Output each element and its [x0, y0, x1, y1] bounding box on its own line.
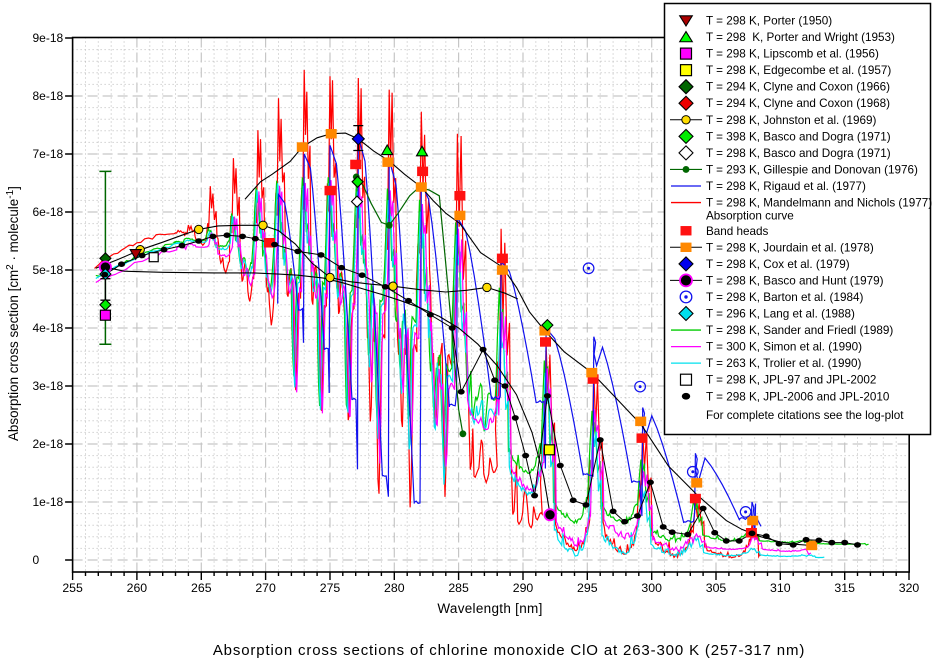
svg-text:T = 296 K, Lang et al. (1988): T = 296 K, Lang et al. (1988)	[706, 308, 855, 321]
svg-text:T = 298 K, Porter and Wright: T = 298 K, Porter and Wright (1953)	[706, 31, 895, 44]
svg-text:300: 300	[641, 581, 662, 595]
svg-text:T = 298 K, Edgecombe et al. (1: T = 298 K, Edgecombe et al. (1957)	[706, 64, 891, 77]
svg-text:Absorption cross sections of c: Absorption cross sections of chlorine mo…	[213, 642, 805, 659]
svg-text:Absorption cross section [cm2: Absorption cross section [cm2 · molecule…	[5, 186, 21, 441]
svg-text:310: 310	[770, 581, 791, 595]
svg-text:T = 298 K, Barton et al. (1984: T = 298 K, Barton et al. (1984)	[706, 291, 863, 304]
svg-text:290: 290	[513, 581, 534, 595]
svg-text:260: 260	[127, 581, 148, 595]
svg-text:T = 398 K, Basco and Dogra (19: T = 398 K, Basco and Dogra (1971)	[706, 130, 891, 143]
svg-text:T = 298 K, JPL-2006 and JPL-20: T = 298 K, JPL-2006 and JPL-2010	[706, 390, 890, 403]
svg-text:T = 298 K, JPL-97 and JPL-2002: T = 298 K, JPL-97 and JPL-2002	[706, 374, 876, 387]
svg-text:9e-18: 9e-18	[33, 31, 64, 45]
svg-text:7e-18: 7e-18	[33, 147, 64, 161]
svg-text:Band heads: Band heads	[706, 225, 769, 238]
svg-text:T = 298 K, Mandelmann and Nich: T = 298 K, Mandelmann and Nichols (1977)	[706, 197, 932, 210]
svg-text:8e-18: 8e-18	[33, 89, 64, 103]
svg-text:280: 280	[384, 581, 405, 595]
svg-text:265: 265	[191, 581, 212, 595]
svg-text:275: 275	[320, 581, 341, 595]
svg-text:270: 270	[255, 581, 276, 595]
svg-text:315: 315	[834, 581, 855, 595]
svg-text:T = 263 K, Trolier et al. (199: T = 263 K, Trolier et al. (1990)	[706, 357, 861, 370]
svg-text:T = 298 K, Jourdain et al. (19: T = 298 K, Jourdain et al. (1978)	[706, 241, 874, 254]
svg-text:4e-18: 4e-18	[33, 321, 64, 335]
svg-text:0: 0	[33, 553, 40, 567]
svg-text:T = 293 K, Gillespie and Donov: T = 293 K, Gillespie and Donovan (1976)	[706, 164, 918, 177]
svg-text:T = 300 K, Simon et al. (1990): T = 300 K, Simon et al. (1990)	[706, 341, 862, 354]
svg-text:255: 255	[62, 581, 83, 595]
svg-text:T = 298 K, Basco and Dogra (19: T = 298 K, Basco and Dogra (1971)	[706, 147, 891, 160]
svg-text:3e-18: 3e-18	[33, 379, 64, 393]
svg-text:T = 298 K, Basco and Hunt (197: T = 298 K, Basco and Hunt (1979)	[706, 274, 884, 287]
svg-text:6e-18: 6e-18	[33, 205, 64, 219]
svg-text:Absorption curve: Absorption curve	[706, 210, 794, 223]
svg-text:320: 320	[899, 581, 920, 595]
svg-text:T = 294 K, Clyne and Coxon (19: T = 294 K, Clyne and Coxon (1966)	[706, 81, 890, 94]
svg-text:For complete citations see the: For complete citations see the log-plot	[706, 409, 904, 422]
svg-text:5e-18: 5e-18	[33, 263, 64, 277]
svg-text:Wavelength [nm]: Wavelength [nm]	[437, 601, 542, 616]
svg-text:T = 298 K, Cox et al. (1979): T = 298 K, Cox et al. (1979)	[706, 258, 850, 271]
svg-text:1e-18: 1e-18	[33, 495, 64, 509]
svg-text:T = 298 K, Rigaud et al. (1977: T = 298 K, Rigaud et al. (1977)	[706, 180, 866, 193]
svg-text:295: 295	[577, 581, 598, 595]
svg-text:T = 298 K, Lipscomb et al. (19: T = 298 K, Lipscomb et al. (1956)	[706, 48, 879, 61]
svg-text:285: 285	[448, 581, 469, 595]
svg-text:T = 298 K, Johnston et al. (19: T = 298 K, Johnston et al. (1969)	[706, 114, 876, 127]
svg-text:305: 305	[706, 581, 727, 595]
svg-text:T = 294 K, Clyne and Coxon (19: T = 294 K, Clyne and Coxon (1968)	[706, 97, 890, 110]
svg-text:T = 298 K, Porter (1950): T = 298 K, Porter (1950)	[706, 15, 832, 28]
svg-text:2e-18: 2e-18	[33, 437, 64, 451]
svg-text:T = 298 K, Sander and Friedl (: T = 298 K, Sander and Friedl (1989)	[706, 324, 893, 337]
